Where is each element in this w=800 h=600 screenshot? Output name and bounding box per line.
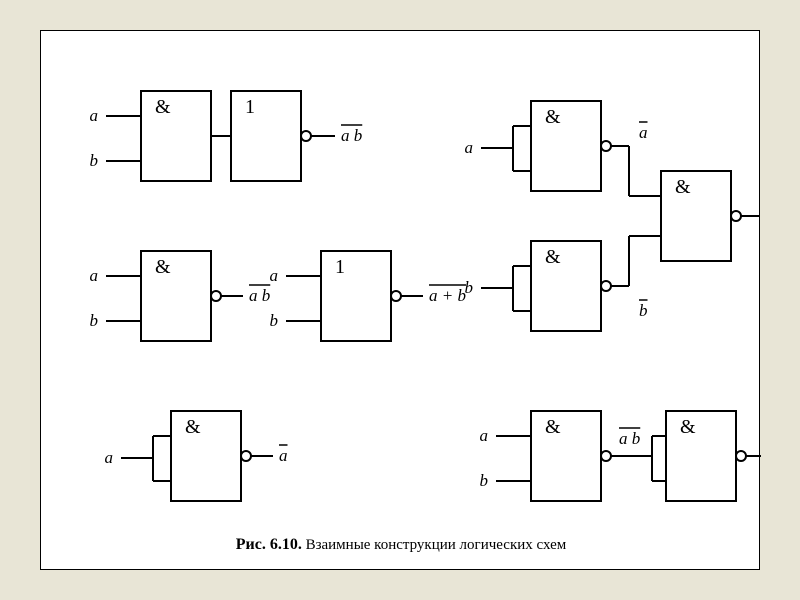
svg-text:&: & <box>155 96 171 118</box>
svg-text:b: b <box>90 311 99 330</box>
page-background: &1aba b&aba b1aba + b&aa&&&ababa + b&&ab… <box>0 0 800 600</box>
figure-caption: Рис. 6.10. Взаимные конструкции логическ… <box>236 536 567 553</box>
svg-text:a: a <box>90 106 99 125</box>
svg-text:a: a <box>90 266 99 285</box>
svg-text:&: & <box>680 416 696 438</box>
svg-text:b: b <box>270 311 279 330</box>
diagram-panel: &1aba b&aba b1aba + b&aa&&&ababa + b&&ab… <box>40 30 760 570</box>
svg-text:a: a <box>639 123 648 142</box>
svg-text:a + b: a + b <box>429 286 466 305</box>
svg-text:&: & <box>675 176 691 198</box>
svg-text:a: a <box>480 426 489 445</box>
svg-text:a b: a b <box>249 286 270 305</box>
svg-text:a: a <box>270 266 279 285</box>
svg-text:b: b <box>480 471 489 490</box>
svg-text:&: & <box>545 416 561 438</box>
svg-text:a: a <box>465 138 474 157</box>
svg-text:b: b <box>639 301 648 320</box>
svg-text:a b: a b <box>619 429 640 448</box>
svg-text:&: & <box>155 256 171 278</box>
svg-text:1: 1 <box>335 256 345 278</box>
svg-text:a b: a b <box>341 126 362 145</box>
svg-text:&: & <box>185 416 201 438</box>
svg-text:&: & <box>545 106 561 128</box>
svg-text:b: b <box>90 151 99 170</box>
svg-text:b: b <box>465 278 474 297</box>
svg-text:a: a <box>279 446 288 465</box>
logic-diagram-svg: &1aba b&aba b1aba + b&aa&&&ababa + b&&ab… <box>41 31 761 571</box>
svg-text:a: a <box>105 448 114 467</box>
svg-text:1: 1 <box>245 96 255 118</box>
svg-text:&: & <box>545 246 561 268</box>
